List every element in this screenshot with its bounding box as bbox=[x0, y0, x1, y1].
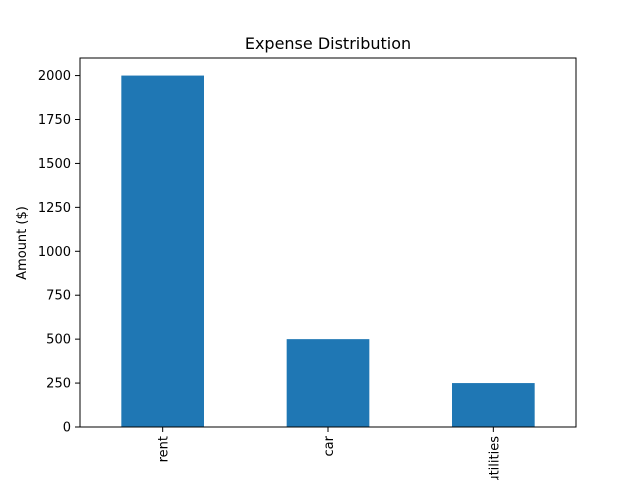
y-axis-ticks: 0 250 500 750 1000 1250 1500 1750 2000 bbox=[38, 69, 80, 436]
y-tick-label: 750 bbox=[46, 289, 71, 304]
y-tick-label: 1000 bbox=[38, 245, 71, 260]
chart-title: Expense Distribution bbox=[245, 34, 411, 53]
y-tick-label: 1750 bbox=[38, 113, 71, 128]
y-axis-label: Amount ($) bbox=[15, 206, 30, 280]
x-tick-label: utilities bbox=[487, 436, 502, 480]
y-tick-label: 1250 bbox=[38, 201, 71, 216]
bar-rent bbox=[121, 75, 204, 427]
y-tick-label: 1500 bbox=[38, 157, 71, 172]
y-tick-label: 2000 bbox=[38, 69, 71, 84]
x-axis-ticks: rent car utilities bbox=[157, 427, 502, 480]
bars bbox=[121, 75, 535, 427]
y-tick-label: 0 bbox=[63, 421, 71, 436]
x-tick-label: rent bbox=[157, 436, 172, 462]
y-tick-label: 250 bbox=[46, 377, 71, 392]
bar-utilities bbox=[452, 383, 535, 427]
bar-car bbox=[286, 339, 370, 427]
y-tick-label: 500 bbox=[46, 333, 71, 348]
plot-frame bbox=[79, 57, 577, 428]
x-tick-label: car bbox=[322, 435, 337, 456]
